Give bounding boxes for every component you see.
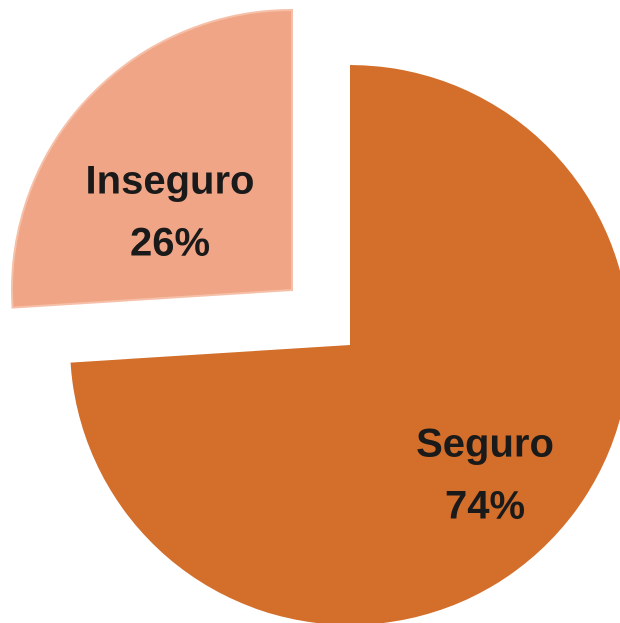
slice-label: Inseguro xyxy=(86,159,255,203)
slice-label: Seguro xyxy=(416,422,554,466)
slice-value-label: 26% xyxy=(130,221,210,265)
pie-slice xyxy=(70,65,620,623)
pie-slice xyxy=(11,8,293,309)
slice-value-label: 74% xyxy=(445,484,525,528)
